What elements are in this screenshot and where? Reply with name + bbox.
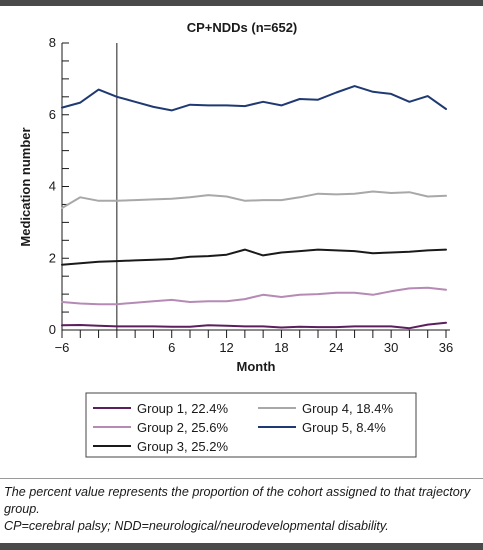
- x-tick-label: 24: [329, 340, 343, 355]
- x-axis-title: Month: [237, 359, 276, 374]
- footnote-percent: The percent value represents the proport…: [4, 485, 471, 516]
- x-tick-label: 36: [439, 340, 453, 355]
- footnotes: The percent value represents the proport…: [4, 484, 478, 535]
- x-tick-label: 12: [219, 340, 233, 355]
- series-line-group-3: [61, 248, 447, 266]
- legend-label-group-2: Group 2, 25.6%: [137, 420, 228, 435]
- divider: [0, 478, 483, 479]
- y-axis-title: Medication number: [18, 127, 33, 246]
- footnote-abbreviations: CP=cerebral palsy; NDD=neurological/neur…: [4, 519, 389, 533]
- legend-label-group-3: Group 3, 25.2%: [137, 439, 228, 454]
- y-tick-label: 0: [49, 322, 56, 337]
- x-tick-label: 18: [274, 340, 288, 355]
- legend-label-group-4: Group 4, 18.4%: [302, 401, 393, 416]
- legend-label-group-5: Group 5, 8.4%: [302, 420, 386, 435]
- series-layer: [61, 85, 447, 330]
- bottom-rule: [0, 543, 483, 550]
- series-line-group-4: [61, 190, 447, 209]
- y-tick-label: 8: [49, 35, 56, 50]
- chart-title: CP+NDDs (n=652): [187, 20, 298, 35]
- series-line-group-1: [61, 321, 447, 330]
- legend: Group 1, 22.4% Group 2, 25.6% Group 3, 25.…: [93, 401, 393, 454]
- series-line-group-5: [61, 85, 447, 112]
- top-rule: [0, 0, 483, 6]
- y-tick-label: 4: [49, 179, 56, 194]
- x-tick-label: 30: [384, 340, 398, 355]
- line-chart: CP+NDDs (n=652) Medication number Month …: [18, 20, 453, 458]
- legend-box: [85, 392, 417, 458]
- x-tick-label: 6: [168, 340, 175, 355]
- y-tick-label: 2: [49, 250, 56, 265]
- x-tick-label: −6: [55, 340, 70, 355]
- series-line-group-2: [61, 286, 447, 306]
- legend-label-group-1: Group 1, 22.4%: [137, 401, 228, 416]
- y-tick-label: 6: [49, 107, 56, 122]
